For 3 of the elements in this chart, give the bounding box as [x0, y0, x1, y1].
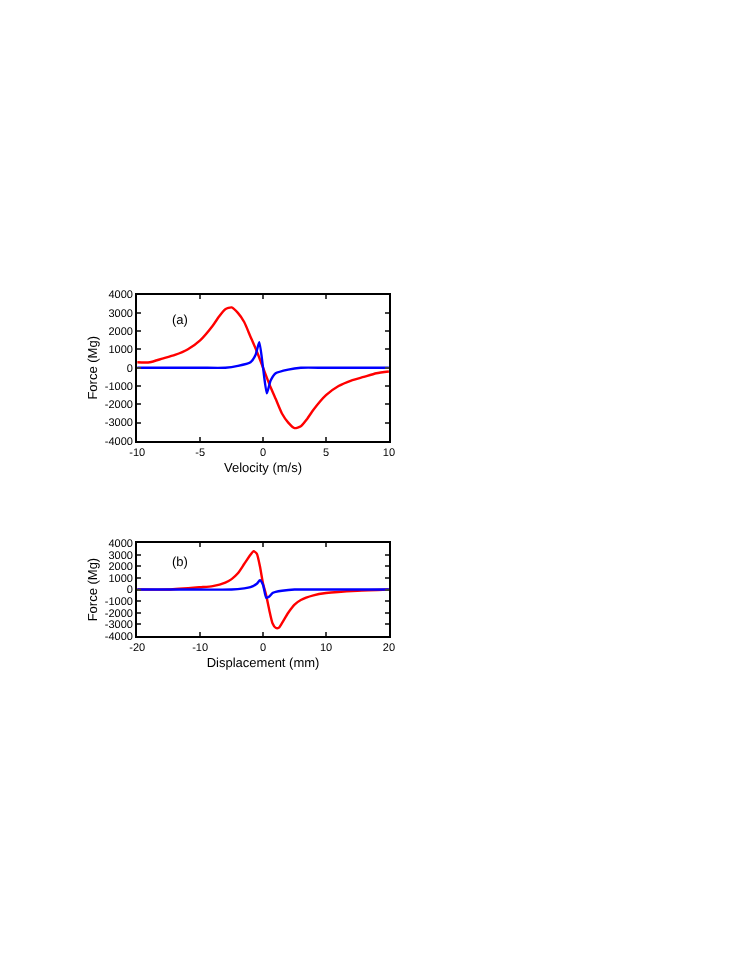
line-series [137, 306, 389, 430]
line-series [137, 579, 389, 599]
line-series [137, 340, 389, 395]
